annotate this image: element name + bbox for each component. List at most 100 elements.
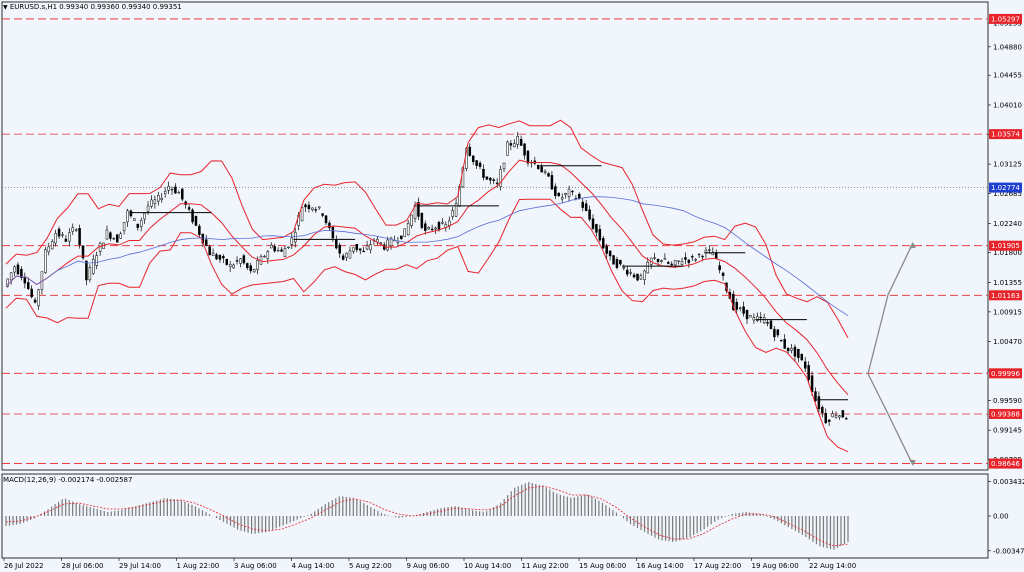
candle-body — [369, 244, 372, 251]
candle-body — [807, 365, 810, 380]
candle-body — [437, 222, 441, 231]
bollinger-middle-band — [5, 159, 849, 396]
price-tick-label: 1.00915 — [993, 308, 1022, 316]
candle-body — [489, 177, 492, 181]
ohlc-values: 0.99340 0.99360 0.99340 0.99351 — [59, 3, 182, 11]
forecast-arrowhead — [909, 242, 916, 249]
candle-body — [228, 264, 232, 268]
candle-body — [762, 317, 766, 324]
level-price-tag — [989, 408, 1022, 419]
candle-body — [348, 250, 352, 259]
candle-body — [622, 267, 626, 269]
candle-body — [714, 252, 718, 259]
time-tick-label: 3 Aug 06:00 — [234, 562, 277, 570]
candle-body — [584, 203, 588, 211]
candle-body — [602, 238, 605, 249]
candle-body — [177, 192, 181, 194]
candle-body — [68, 232, 71, 242]
candle-body — [235, 260, 239, 262]
candle-body — [50, 241, 54, 250]
candle-body — [13, 266, 16, 273]
candle-body — [667, 262, 670, 264]
candle-body — [266, 251, 270, 259]
forecast-arrow — [867, 242, 914, 374]
candle-body — [691, 256, 694, 258]
candle-body — [547, 173, 550, 177]
candle-body — [612, 255, 615, 265]
candle-body — [23, 277, 27, 284]
candle-body — [492, 179, 495, 181]
candle-body — [653, 257, 656, 259]
candle-body — [143, 212, 146, 220]
main-plot-frame — [1, 1, 989, 471]
candle-body — [239, 258, 242, 264]
candle-body — [845, 418, 848, 420]
candle-body — [341, 255, 345, 260]
candle-body — [834, 415, 838, 418]
level-price-tag — [989, 240, 1022, 251]
candle-body — [786, 347, 790, 352]
candle-body — [47, 246, 51, 253]
candle-body — [88, 267, 92, 281]
candle-body — [109, 232, 112, 239]
candle-body — [595, 224, 598, 233]
candle-body — [204, 239, 208, 246]
candle-body — [694, 259, 697, 261]
candle-body — [57, 228, 61, 237]
candle-body — [803, 361, 807, 369]
candle-body — [386, 239, 389, 251]
candle-body — [554, 186, 557, 196]
candle-body — [478, 162, 482, 167]
candle-body — [115, 234, 119, 243]
dropdown-arrow-icon[interactable]: ▼ — [3, 4, 8, 11]
price-tick-label: 0.99145 — [993, 427, 1022, 435]
price-tick-label: 1.02685 — [993, 190, 1022, 198]
candle-body — [773, 328, 776, 338]
candle-body — [824, 412, 828, 424]
time-tick-label: 17 Aug 22:00 — [694, 562, 741, 570]
level-price-label: 1.05297 — [991, 15, 1020, 23]
candle-body — [434, 227, 437, 230]
candle-body — [766, 322, 769, 324]
candle-body — [749, 315, 752, 318]
time-tick-label: 22 Aug 14:00 — [809, 562, 856, 570]
level-price-label: 0.98646 — [991, 460, 1020, 468]
candle-body — [687, 259, 691, 264]
candle-body — [759, 316, 762, 319]
forecast-arrow — [867, 373, 914, 466]
candle-body — [540, 166, 543, 173]
candle-body — [194, 215, 198, 226]
candle-body — [64, 238, 68, 242]
candle-body — [187, 207, 191, 210]
candle-body — [536, 164, 540, 170]
macd-tick-label: 0.00 — [993, 513, 1009, 521]
candle-body — [557, 192, 561, 197]
macd-tick-label: 0.003432 — [993, 478, 1024, 486]
candle-body — [663, 258, 667, 260]
bollinger-upper-band — [5, 119, 849, 339]
candle-body — [430, 228, 434, 231]
candle-body — [157, 195, 160, 202]
candle-body — [153, 199, 157, 204]
candle-body — [129, 210, 133, 217]
candle-body — [362, 250, 365, 253]
time-tick-label: 9 Aug 06:00 — [407, 562, 450, 570]
candle-body — [211, 252, 215, 256]
candle-body — [441, 221, 444, 224]
candle-body — [420, 212, 424, 228]
candle-body — [403, 228, 407, 237]
candle-body — [9, 272, 13, 281]
candle-body — [181, 188, 184, 200]
candle-body — [800, 353, 804, 361]
candle-body — [817, 396, 821, 410]
level-price-tag — [989, 290, 1022, 301]
candle-body — [680, 261, 684, 265]
candle-body — [738, 307, 742, 309]
candle-body — [735, 302, 739, 310]
candle-body — [324, 215, 328, 224]
time-tick-label: 11 Aug 22:00 — [522, 562, 569, 570]
candle-body — [345, 253, 348, 258]
level-price-label: 1.03574 — [991, 131, 1020, 139]
